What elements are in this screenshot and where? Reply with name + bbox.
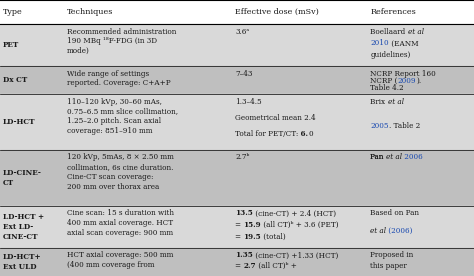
Text: this paper: this paper: [370, 262, 407, 270]
Text: 1.3–4.5: 1.3–4.5: [235, 97, 262, 105]
Text: et al: et al: [386, 153, 402, 161]
Text: 1.35: 1.35: [235, 251, 253, 259]
Text: Pan: Pan: [370, 153, 386, 161]
Bar: [0, 94, 474, 150]
Text: 2010: 2010: [370, 39, 389, 47]
Text: Recommended administration
190 MBq ¹⁸F-FDG (in 3D
mode): Recommended administration 190 MBq ¹⁸F-F…: [67, 28, 176, 55]
Text: HCT axial coverage: 500 mm
(400 mm coverage from: HCT axial coverage: 500 mm (400 mm cover…: [67, 251, 173, 269]
Text: 3.6ᵃ: 3.6ᵃ: [235, 28, 249, 36]
Text: Type: Type: [3, 8, 23, 16]
Text: 2005: 2005: [370, 122, 389, 130]
Text: Total for PET/CT:: Total for PET/CT:: [235, 130, 299, 138]
Text: Proposed in: Proposed in: [370, 251, 413, 259]
Text: (total): (total): [261, 233, 286, 241]
Text: (cine-CT) +1.33 (HCT): (cine-CT) +1.33 (HCT): [253, 251, 338, 259]
Text: LD-CINE-
CT: LD-CINE- CT: [3, 169, 42, 187]
Text: LD-HCT +
Ext LD-
CINE-CT: LD-HCT + Ext LD- CINE-CT: [3, 213, 44, 241]
Text: Effective dose (mSv): Effective dose (mSv): [235, 8, 319, 16]
Text: 7–43: 7–43: [235, 70, 253, 78]
Bar: [0, 248, 474, 276]
Text: =: =: [235, 262, 244, 270]
Bar: [0, 66, 474, 94]
Text: Brix: Brix: [370, 97, 388, 105]
Text: 19.5: 19.5: [244, 233, 261, 241]
Text: (all CT)ᵇ +: (all CT)ᵇ +: [256, 262, 297, 270]
Text: Table 4.2: Table 4.2: [370, 84, 404, 92]
Text: Based on Pan: Based on Pan: [370, 209, 419, 217]
Text: LD-HCT: LD-HCT: [3, 118, 36, 126]
Text: ).: ).: [416, 77, 421, 85]
Text: NCRP Report 160: NCRP Report 160: [370, 70, 436, 78]
Text: 15.9: 15.9: [244, 221, 261, 229]
Text: guidelines): guidelines): [370, 51, 410, 59]
Text: =: =: [235, 221, 244, 229]
Text: 2.7: 2.7: [244, 262, 256, 270]
Text: Dx CT: Dx CT: [3, 76, 27, 84]
Text: 0: 0: [309, 130, 313, 138]
Text: References: References: [370, 8, 416, 16]
Bar: [0, 206, 474, 248]
Text: (cine-CT) + 2.4 (HCT): (cine-CT) + 2.4 (HCT): [253, 209, 336, 217]
Bar: [0, 0, 474, 24]
Bar: [0, 24, 474, 66]
Text: LD-HCT+
Ext ULD: LD-HCT+ Ext ULD: [3, 253, 41, 271]
Bar: [0, 150, 474, 206]
Text: 120 kVp, 5mAs, 8 × 2.50 mm
collimation, 6s cine duration.
Cine-CT scan coverage:: 120 kVp, 5mAs, 8 × 2.50 mm collimation, …: [67, 153, 173, 191]
Text: (EANM: (EANM: [389, 39, 419, 47]
Text: . Table 2: . Table 2: [389, 122, 420, 130]
Text: (2006): (2006): [386, 227, 413, 235]
Text: (all CT)ᵇ + 3.6 (PET): (all CT)ᵇ + 3.6 (PET): [261, 221, 339, 229]
Text: et al: et al: [370, 227, 386, 235]
Text: Wide range of settings
reported. Coverage: C+A+P: Wide range of settings reported. Coverag…: [67, 70, 171, 87]
Text: Techniques: Techniques: [67, 8, 113, 16]
Text: 13.5: 13.5: [235, 209, 253, 217]
Text: Cine scan: 15 s duration with
400 mm axial coverage. HCT
axial scan coverage: 90: Cine scan: 15 s duration with 400 mm axi…: [67, 209, 174, 237]
Text: 2009: 2009: [398, 77, 416, 85]
Text: et al: et al: [388, 97, 404, 105]
Text: 2006: 2006: [402, 153, 423, 161]
Text: Geometrical mean 2.4: Geometrical mean 2.4: [235, 114, 316, 122]
Text: Boellaard: Boellaard: [370, 28, 408, 36]
Text: =: =: [235, 233, 244, 241]
Text: et al: et al: [408, 28, 424, 36]
Text: Pan: Pan: [370, 153, 386, 161]
Text: 2.7ᵇ: 2.7ᵇ: [235, 153, 249, 161]
Text: PET: PET: [3, 41, 19, 49]
Text: 6.: 6.: [299, 130, 309, 138]
Text: 110–120 kVp, 30–60 mAs,
0.75–6.5 mm slice collimation,
1.25–2.0 pitch. Scan axia: 110–120 kVp, 30–60 mAs, 0.75–6.5 mm slic…: [67, 97, 178, 135]
Text: NCRP (: NCRP (: [370, 77, 398, 85]
